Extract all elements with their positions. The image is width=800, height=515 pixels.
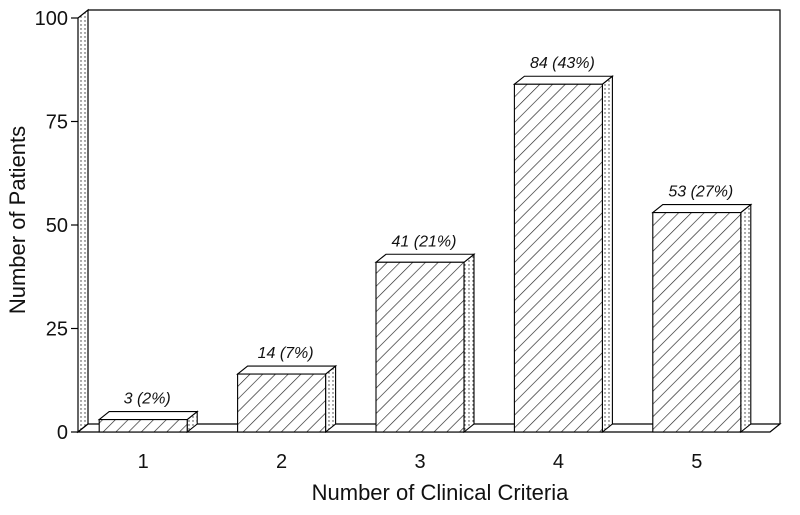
y-tick-label: 75 (46, 112, 68, 134)
bar-side-face (601, 75, 613, 434)
x-tick-label: 5 (691, 451, 702, 473)
y-tick-label: 50 (46, 215, 68, 237)
bar-front-face (98, 419, 188, 433)
bar-data-label: 84 (43%) (530, 55, 595, 72)
y-tick-label: 25 (46, 319, 68, 341)
bar-front-face (652, 212, 742, 433)
x-tick-label: 1 (138, 451, 149, 473)
bar-2: 14 (7%) (236, 345, 338, 434)
bar-data-label: 14 (7%) (258, 345, 314, 362)
bar-top-face (651, 204, 753, 214)
bar-5: 53 (27%) (651, 184, 753, 434)
bars: 3 (2%) 14 (7%) 41 (21%) 84 (43%) 53 (27%) (97, 55, 753, 434)
y-axis-ticks: 0 25 50 75 100 (35, 8, 78, 444)
bar-front-face (237, 373, 327, 433)
chart-back-plane (88, 9, 781, 424)
bar-data-label: 53 (27%) (668, 184, 733, 201)
y-axis-side-wall (77, 8, 89, 434)
y-tick-label: 100 (35, 8, 68, 30)
x-axis-tick-labels: 1 2 3 4 5 (138, 451, 703, 473)
bar-top-face (512, 75, 614, 85)
bar-front-face (375, 261, 465, 433)
bar-front-face (513, 83, 603, 433)
bar-side-face (463, 253, 475, 434)
bar-side-face (325, 364, 337, 434)
bar-top-face (236, 365, 338, 375)
x-tick-label: 4 (553, 451, 564, 473)
y-tick-label: 0 (57, 422, 68, 444)
x-tick-label: 3 (414, 451, 425, 473)
bar-top-face (97, 411, 199, 421)
bar-data-label: 3 (2%) (124, 391, 171, 408)
bar-side-face (740, 203, 752, 434)
y-axis-title: Number of Patients (5, 126, 30, 314)
bar-1: 3 (2%) (97, 391, 199, 434)
x-axis-title: Number of Clinical Criteria (312, 480, 570, 505)
bar-3: 41 (21%) (374, 233, 476, 434)
bar-4: 84 (43%) (512, 55, 614, 434)
x-tick-label: 2 (276, 451, 287, 473)
bar-top-face (374, 253, 476, 263)
bar-data-label: 41 (21%) (392, 233, 457, 250)
